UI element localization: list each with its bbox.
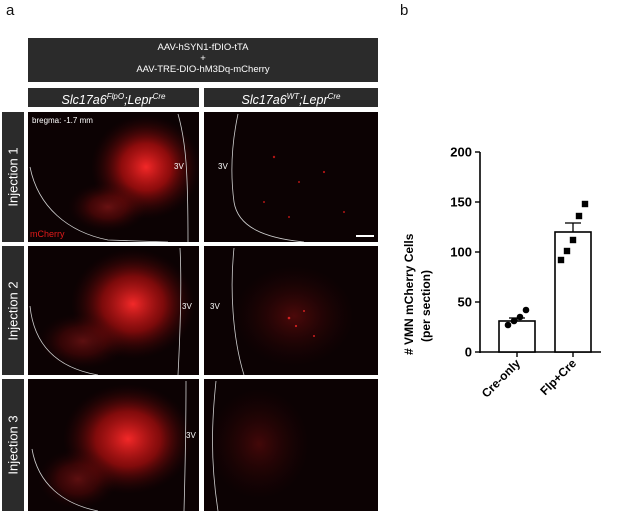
construct-line-3: AAV-TRE-DIO-hM3Dq-mCherry — [136, 64, 270, 75]
row-label-3: Injection 3 — [2, 379, 24, 511]
y-axis-title-line2: (per section) — [419, 270, 433, 342]
construct-header: AAV-hSYN1-fDIO-tTA + AAV-TRE-DIO-hM3Dq-m… — [28, 38, 378, 82]
data-point — [516, 313, 524, 321]
y-tick-label: 0 — [465, 345, 472, 360]
genotype-cre-sup: Cre — [327, 92, 341, 101]
data-point — [575, 212, 583, 220]
data-point — [581, 200, 589, 208]
bregma-label: bregma: -1.7 mm — [32, 116, 93, 125]
data-point — [557, 256, 565, 264]
ventricle-label: 3V — [182, 302, 192, 311]
ventricle-label: 3V — [174, 162, 184, 171]
x-tick-label: Flp+Cre — [537, 356, 579, 398]
bar — [554, 231, 592, 353]
micrograph-row2-flpo: 3V — [28, 246, 199, 375]
genotype-cre-sup: Cre — [152, 92, 166, 101]
micrograph-row1-wt: 3V — [204, 112, 378, 242]
genotype-header-flpo: Slc17a6FlpO;LeprCre — [28, 88, 199, 107]
ventricle-label: 3V — [186, 431, 196, 440]
y-tick-label: 100 — [450, 245, 472, 260]
row-label-1: Injection 1 — [2, 112, 24, 242]
y-tick-label: 200 — [450, 145, 472, 160]
ventricle-label: 3V — [210, 302, 220, 311]
genotype-lepr: ;Lepr — [124, 93, 153, 108]
micrograph-row3-wt — [204, 379, 378, 511]
y-tick-label: 50 — [458, 295, 472, 310]
mcherry-label: mCherry — [30, 229, 65, 239]
micrograph-row1-flpo: bregma: -1.7 mm 3V mCherry — [28, 112, 199, 242]
y-axis-title-line1: # VMN mCherry Cells — [402, 233, 416, 355]
data-point — [504, 321, 512, 329]
data-point — [522, 306, 530, 314]
panel-a-letter: a — [6, 2, 15, 19]
genotype-wt-sup: WT — [286, 92, 300, 101]
y-axis-title: # VMN mCherry Cells (per section) — [402, 233, 433, 355]
genotype-flpo-sup: FlpO — [106, 92, 125, 101]
cell-count-chart: # VMN mCherry Cells (per section) 0 50 100… — [402, 145, 601, 401]
ventricle-label: 3V — [218, 162, 228, 171]
data-point — [569, 236, 577, 244]
row-label-2: Injection 2 — [2, 246, 24, 375]
genotype-gene: Slc17a6 — [61, 93, 107, 108]
genotype-gene: Slc17a6 — [241, 93, 287, 108]
micrograph-row3-flpo: 3V — [28, 379, 199, 511]
panel-b-letter: b — [400, 2, 409, 19]
x-tick-label: Cre-only — [479, 356, 524, 401]
data-point — [563, 247, 571, 255]
bar — [498, 320, 536, 353]
construct-line-2: + — [200, 53, 206, 64]
y-tick-label: 150 — [450, 195, 472, 210]
genotype-lepr: ;Lepr — [299, 93, 328, 108]
construct-line-1: AAV-hSYN1-fDIO-tTA — [157, 42, 249, 53]
data-point — [510, 317, 518, 325]
micrograph-row2-wt: 3V — [204, 246, 378, 375]
genotype-header-wt: Slc17a6WT;LeprCre — [204, 88, 378, 107]
